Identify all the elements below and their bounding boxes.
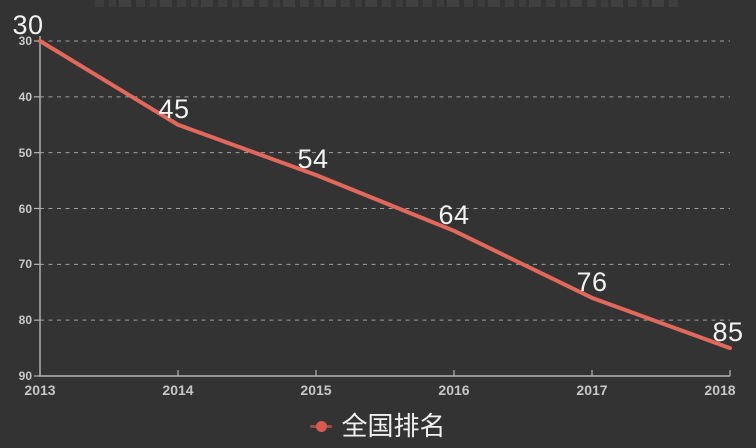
- x-tick-label: 2016: [438, 382, 470, 398]
- legend-line-dot-icon: [310, 420, 333, 432]
- data-label: 85: [712, 317, 744, 348]
- data-label: 64: [438, 199, 470, 230]
- clipped-title-remnant: [95, 0, 680, 7]
- data-label: 54: [297, 144, 329, 174]
- series-line: [38, 39, 732, 351]
- legend-item[interactable]: 全国排名: [0, 407, 756, 445]
- y-tick-label: 70: [18, 257, 32, 272]
- y-tick-label: 80: [18, 313, 32, 328]
- x-tick-label: 2017: [576, 382, 608, 398]
- data-label: 30: [12, 10, 44, 40]
- y-tick-label: 30: [18, 34, 32, 48]
- x-tick-label: 2014: [162, 382, 194, 398]
- y-tick-label: 90: [18, 369, 32, 383]
- x-tick-label: 2018: [704, 382, 736, 398]
- x-tick-label: 2013: [24, 382, 56, 398]
- y-tick-label: 40: [18, 89, 32, 104]
- data-label: 76: [576, 266, 608, 297]
- y-tick-label: 50: [18, 145, 32, 160]
- y-tick-label: 60: [18, 201, 32, 216]
- legend-label: 全国排名: [341, 411, 446, 441]
- x-tick-label: 2015: [300, 382, 332, 398]
- data-label: 45: [158, 93, 190, 124]
